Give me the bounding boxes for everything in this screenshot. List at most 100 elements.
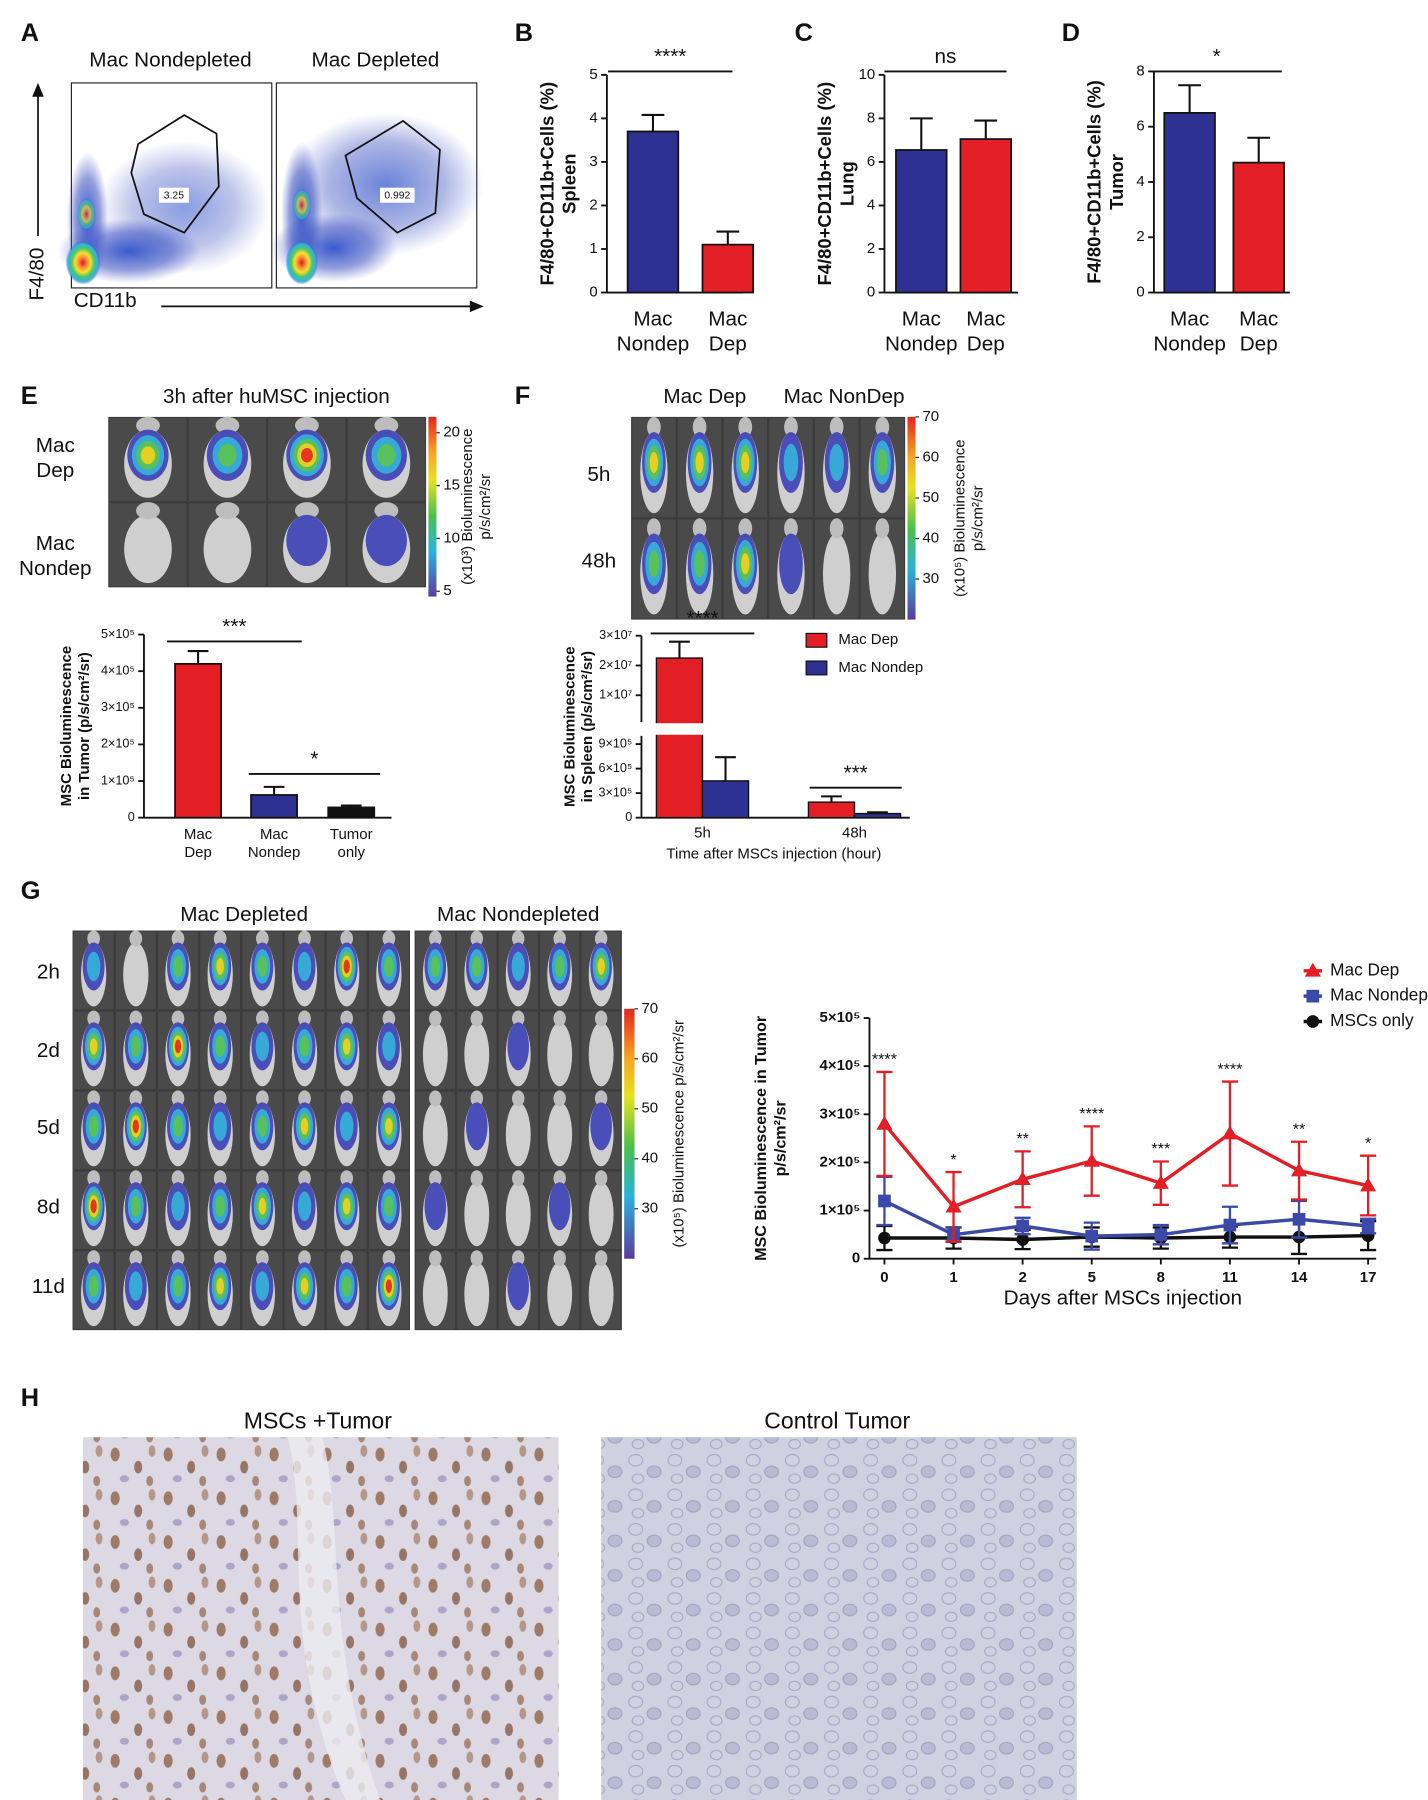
signal	[424, 1182, 447, 1231]
row-label: 8d	[37, 1196, 60, 1219]
x-tick-label: Mac Nondep	[617, 308, 690, 356]
column-label: Mac NonDep	[784, 385, 905, 408]
y-tick-label: 3×10⁵	[598, 785, 632, 799]
mouse-head	[215, 502, 240, 520]
signal	[339, 1111, 354, 1142]
marker	[878, 1194, 891, 1208]
mouse-head	[129, 1170, 143, 1187]
colorbar-tick-label: 40	[641, 1150, 658, 1167]
y-tick-label: 3	[589, 153, 597, 170]
colorbar-tick-label: 50	[641, 1100, 658, 1117]
signal	[300, 1117, 309, 1135]
density-peak	[77, 198, 96, 231]
significance-label: **	[1016, 1130, 1029, 1148]
bar	[1232, 161, 1285, 294]
density-peak	[292, 188, 311, 222]
marker	[945, 1198, 962, 1213]
signal	[173, 955, 183, 978]
mouse-head	[213, 1250, 227, 1267]
significance-label: *	[1213, 45, 1221, 68]
legend-swatch	[805, 660, 828, 676]
row-label: Mac Dep	[36, 435, 75, 483]
imaging-background	[631, 416, 906, 620]
mouse-head	[512, 1170, 525, 1187]
panel-label: F	[515, 382, 530, 410]
panel-label: D	[1062, 19, 1080, 47]
row-label: 48h	[582, 549, 617, 572]
x-axis-label: Days after MSCs injection	[1004, 1287, 1242, 1310]
mouse-head	[294, 502, 319, 520]
signal	[257, 1115, 268, 1137]
mouse	[868, 533, 897, 615]
mouse-head	[256, 1250, 269, 1267]
signal	[130, 1035, 141, 1058]
mouse-head	[594, 1250, 608, 1267]
colorbar-tick-label: 40	[922, 529, 939, 546]
axis-label: F4/80	[25, 248, 48, 301]
mouse-head	[692, 518, 707, 539]
mouse-head	[256, 1090, 269, 1107]
y-tick-label: 8	[1136, 62, 1144, 79]
mouse-head	[647, 416, 661, 438]
significance-label: *	[950, 1151, 957, 1169]
colorbar-tick-label: 70	[641, 1000, 658, 1017]
mouse-head	[87, 1250, 100, 1267]
signal	[215, 1195, 226, 1217]
gate-label-box	[158, 187, 189, 203]
mouse-head	[594, 1090, 608, 1107]
mouse-head	[256, 930, 269, 947]
mouse-head	[256, 1010, 269, 1027]
y-axis-label: F4/80+CD11b+Cells (%)Tumor	[1084, 80, 1127, 284]
y-tick-label: 5×10⁵	[101, 627, 135, 641]
mouse-head	[875, 416, 890, 438]
y-tick-label: 10	[859, 66, 876, 83]
mouse	[123, 942, 149, 1007]
significance-label: ****	[1217, 1060, 1243, 1078]
signal	[300, 1277, 309, 1295]
mouse-head	[594, 930, 608, 947]
plot-title: Mac Nondepleted	[89, 49, 251, 72]
colorbar-tick-label: 60	[922, 448, 939, 465]
mouse	[464, 1262, 490, 1327]
y-tick-label: 4	[867, 196, 875, 213]
mouse	[464, 1022, 490, 1087]
colorbar-tick-label: 15	[443, 477, 460, 494]
y-tick-label: 2×10⁷	[599, 658, 633, 672]
column-label: Mac Nondepleted	[437, 903, 599, 926]
mouse-head	[594, 1010, 608, 1027]
signal	[140, 446, 156, 465]
y-tick-label: 6	[1136, 118, 1144, 135]
gate-value: 0.992	[384, 191, 410, 202]
mouse-head	[171, 930, 185, 947]
density-peak	[65, 240, 101, 285]
density-peak	[285, 240, 318, 285]
mouse-head	[382, 930, 396, 947]
mouse-head	[171, 1250, 185, 1267]
signal	[548, 1182, 571, 1231]
marker	[1223, 1218, 1237, 1232]
bar	[655, 657, 704, 819]
colorbar-tick-label: 10	[443, 529, 460, 546]
y-tick-label: 2×10⁵	[820, 1153, 861, 1170]
x-tick-label: 11	[1222, 1269, 1238, 1286]
gate	[130, 114, 220, 234]
marker	[1360, 1177, 1377, 1192]
legend-swatch	[805, 632, 828, 648]
mouse-head	[470, 930, 483, 947]
y-tick-label: 4×10⁵	[101, 664, 135, 678]
signal	[86, 951, 101, 982]
significance-label: ****	[1079, 1105, 1105, 1123]
mouse-head	[340, 930, 354, 947]
y-tick-label: 2×10⁵	[101, 737, 135, 751]
bar	[853, 812, 902, 819]
line	[883, 1199, 1369, 1238]
y-tick-label: 0	[1136, 283, 1144, 300]
signal	[88, 1275, 99, 1297]
mouse-head	[256, 1170, 269, 1187]
line	[883, 1122, 1369, 1209]
x-axis-label: Time after MSCs injection (hour)	[666, 845, 881, 862]
signal	[343, 959, 350, 974]
significance-label: *	[310, 748, 318, 771]
y-tick-label: 3×10⁵	[101, 700, 135, 714]
